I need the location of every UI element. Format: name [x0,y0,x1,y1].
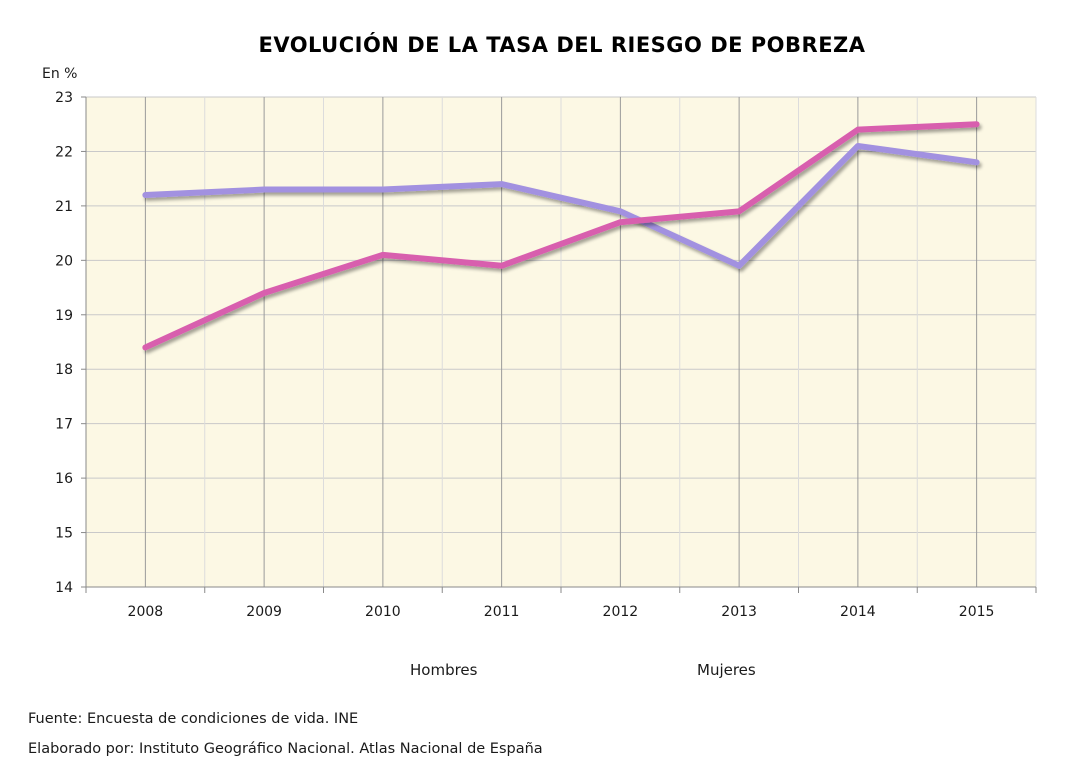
y-axis-unit-label: En % [42,66,77,82]
x-tick-label: 2009 [246,604,282,620]
x-tick-label: 2008 [128,604,164,620]
legend-label-mujeres: Mujeres [697,661,756,679]
footer-credit: Elaborado por: Instituto Geográfico Naci… [28,741,543,757]
x-tick-label: 2011 [484,604,520,620]
chart-title: EVOLUCIÓN DE LA TASA DEL RIESGO DE POBRE… [258,32,865,57]
gridlines [85,96,1037,588]
x-tick-label: 2015 [959,604,995,620]
y-tick-label: 16 [55,471,73,487]
legend-label-hombres: Hombres [410,661,478,679]
y-tick-label: 15 [55,526,73,542]
y-axis-ticks: 14 15 16 17 18 19 20 21 22 23 [55,90,86,596]
x-tick-label: 2012 [603,604,639,620]
x-tick-label: 2010 [365,604,401,620]
series-line-hombres [142,121,980,351]
y-tick-label: 17 [55,417,73,433]
legend: Hombres Mujeres [330,661,756,679]
footer-source: Fuente: Encuesta de condiciones de vida.… [28,711,359,727]
y-tick-label: 23 [55,90,73,106]
series-line-mujeres [142,143,980,269]
y-tick-label: 20 [55,253,73,269]
x-tick-label: 2013 [721,604,757,620]
y-tick-label: 21 [55,199,73,215]
x-tick-label: 2014 [840,604,876,620]
y-tick-label: 18 [55,362,73,378]
axes [85,97,1037,593]
y-tick-label: 14 [55,580,73,596]
y-tick-label: 22 [55,144,73,160]
series-lines [142,121,980,351]
y-tick-label: 19 [55,308,73,324]
x-axis-ticks: 2008 2009 2010 2011 2012 2013 2014 2015 [128,604,995,620]
